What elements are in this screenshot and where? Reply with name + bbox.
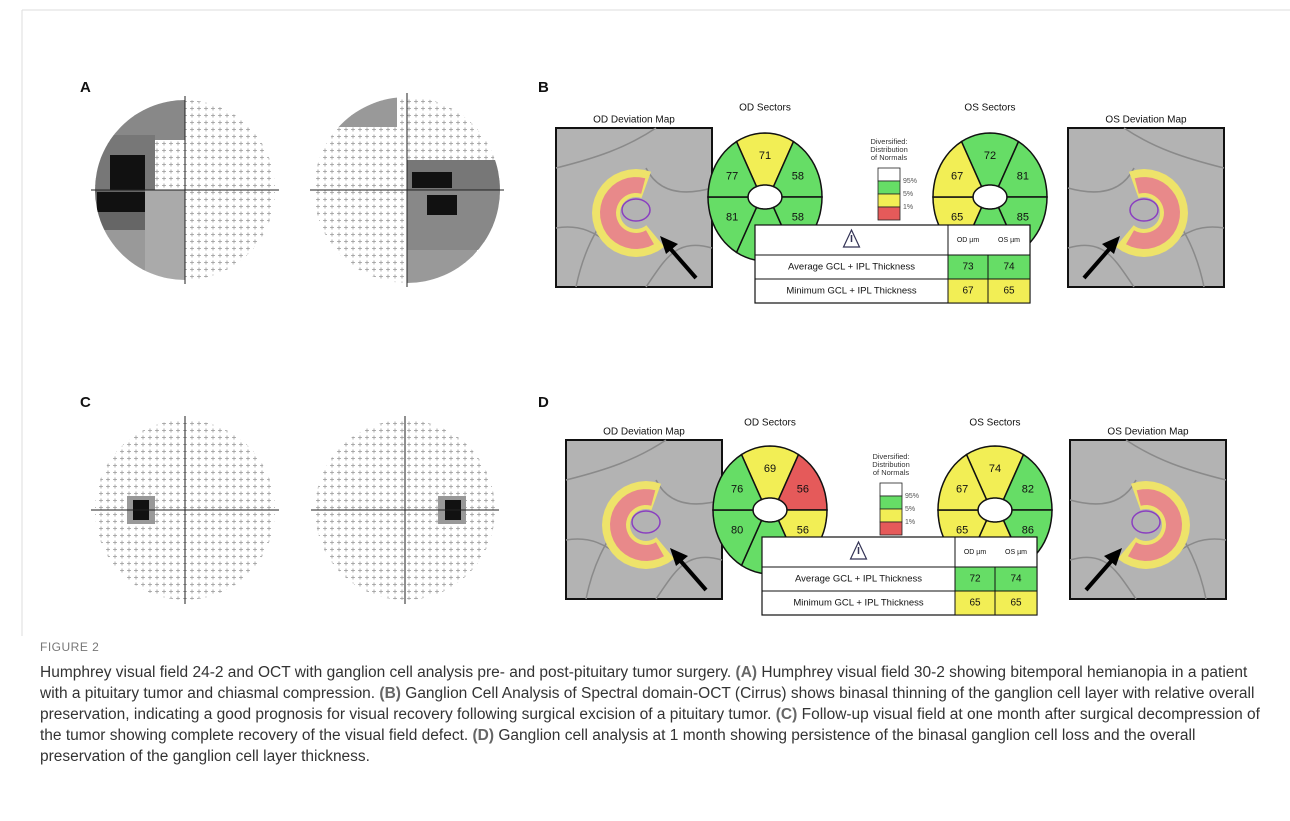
defect-area <box>95 230 145 280</box>
fundus <box>566 440 722 599</box>
sector-value: 81 <box>1017 170 1029 182</box>
legend-swatch <box>880 522 902 535</box>
sector-value: 67 <box>956 483 968 495</box>
defect-area <box>110 155 145 190</box>
defect-area <box>407 250 477 283</box>
panel-label: A <box>80 79 91 96</box>
sector-value: 65 <box>956 524 968 536</box>
panel-label: C <box>80 394 91 411</box>
panel-label: D <box>538 394 549 411</box>
sectors-title: OS Sectors <box>969 418 1020 429</box>
cell-value: 74 <box>1010 574 1022 585</box>
sector-value: 72 <box>984 150 996 162</box>
legend-swatch <box>878 207 900 220</box>
legend-label: 95% <box>903 178 917 185</box>
table-header: OD µm <box>957 237 979 244</box>
fundus <box>1068 128 1224 287</box>
defect-area <box>95 100 185 140</box>
legend-swatch <box>880 509 902 522</box>
sector-value: 58 <box>792 211 804 223</box>
sector-value: 80 <box>731 524 743 536</box>
legend-swatch <box>878 194 900 207</box>
cell-value: 74 <box>1003 262 1015 273</box>
table-header: OS µm <box>1005 549 1027 556</box>
defect-area <box>427 195 457 215</box>
defect-area <box>327 97 397 127</box>
sector-value: 82 <box>1022 483 1034 495</box>
sector-value: 71 <box>759 150 771 162</box>
legend-label: 5% <box>903 191 913 198</box>
caption-segment: Humphrey visual field 24-2 and OCT with … <box>40 664 736 681</box>
visual-field-plot <box>91 96 279 284</box>
sector-value: 58 <box>792 170 804 182</box>
row-label: Minimum GCL + IPL Thickness <box>793 598 924 609</box>
panel-label: B <box>538 79 549 96</box>
deviation-map <box>566 440 722 599</box>
legend-label: 5% <box>905 506 915 513</box>
cell-value: 65 <box>969 598 981 609</box>
figure-label: FIGURE 2 <box>40 637 1265 658</box>
deviation-map <box>1070 440 1226 599</box>
defect-area <box>97 192 147 212</box>
figure: A B OD Deviation Map OS Deviation Map OD Sec… <box>0 0 1290 636</box>
row-label: Minimum GCL + IPL Thickness <box>786 286 917 297</box>
caption-block: FIGURE 2 Humphrey visual field 24-2 and … <box>40 637 1265 767</box>
sector-value: 56 <box>797 483 809 495</box>
legend-swatch <box>878 181 900 194</box>
map-title: OS Deviation Map <box>1105 115 1187 126</box>
legend-label: 1% <box>905 519 915 526</box>
table-header: OS µm <box>998 237 1020 244</box>
deviation-map <box>1068 128 1224 287</box>
legend-swatch <box>880 483 902 496</box>
sector-value: 65 <box>951 211 963 223</box>
cell-value: 72 <box>969 574 981 585</box>
legend-swatch <box>880 496 902 509</box>
map-title: OS Deviation Map <box>1107 427 1189 438</box>
figure-page: A B OD Deviation Map OS Deviation Map OD Sec… <box>0 0 1290 821</box>
caption-panel-ref: (B) <box>379 685 401 702</box>
sectors-title: OD Sectors <box>744 418 796 429</box>
legend-label: 1% <box>903 204 913 211</box>
fundus <box>1070 440 1226 599</box>
row-label: Average GCL + IPL Thickness <box>788 262 915 273</box>
sector-value: 86 <box>1022 524 1034 536</box>
cell-value: 65 <box>1010 598 1022 609</box>
visual-field-plot <box>310 93 504 287</box>
deviation-map <box>556 128 712 287</box>
defect-area <box>412 172 452 188</box>
fundus <box>556 128 712 287</box>
legend-title: of Normals <box>873 468 910 477</box>
map-title: OD Deviation Map <box>603 427 685 438</box>
sector-value: 77 <box>726 170 738 182</box>
legend-title: of Normals <box>871 153 908 162</box>
sector-value: 74 <box>989 463 1001 475</box>
defect-area <box>145 190 185 280</box>
sectors-title: OS Sectors <box>964 103 1015 114</box>
cell-value: 73 <box>962 262 974 273</box>
caption-panel-ref: (D) <box>473 727 495 744</box>
caption-panel-ref: (C) <box>776 706 798 723</box>
sector-value: 67 <box>951 170 963 182</box>
sectors-title: OD Sectors <box>739 103 791 114</box>
sector-value: 81 <box>726 211 738 223</box>
visual-field-plot <box>91 416 279 604</box>
caption-text: Humphrey visual field 24-2 and OCT with … <box>40 662 1265 767</box>
sector-value: 85 <box>1017 211 1029 223</box>
cell-value: 65 <box>1003 286 1015 297</box>
row-label: Average GCL + IPL Thickness <box>795 574 922 585</box>
legend-swatch <box>878 168 900 181</box>
cell-value: 67 <box>962 286 974 297</box>
visual-field-plot <box>311 416 499 604</box>
map-title: OD Deviation Map <box>593 115 675 126</box>
caption-panel-ref: (A) <box>736 664 758 681</box>
sector-value: 56 <box>797 524 809 536</box>
sector-value: 69 <box>764 463 776 475</box>
legend-label: 95% <box>905 493 919 500</box>
table-header: OD µm <box>964 549 986 556</box>
sector-value: 76 <box>731 483 743 495</box>
